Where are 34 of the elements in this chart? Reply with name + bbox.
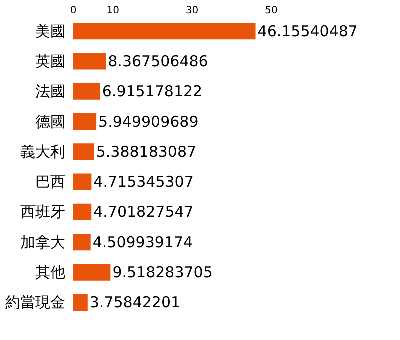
y-tick-label: 其他 (36, 264, 66, 282)
data-label: 8.367506486 (108, 52, 208, 70)
bar (73, 144, 94, 160)
y-tick-label: 美國 (36, 22, 66, 40)
data-label: 3.75842201 (90, 294, 181, 312)
bar (73, 204, 92, 221)
y-tick-label: 義大利 (20, 142, 66, 161)
data-label: 4.701827547 (94, 203, 194, 222)
y-tick-label: 英國 (36, 52, 66, 70)
y-tick-label: 法國 (36, 82, 66, 101)
data-label: 5.388183087 (96, 142, 197, 161)
bar (73, 264, 111, 281)
x-tick-label: 30 (186, 6, 199, 16)
bar (73, 83, 100, 100)
y-tick-label: 德國 (36, 112, 66, 131)
y-tick-label: 巴西 (36, 173, 66, 192)
bar (73, 294, 88, 311)
data-label: 4.509939174 (92, 233, 194, 252)
data-label: 5.949909689 (98, 112, 199, 131)
y-tick-label: 西班牙 (20, 203, 66, 222)
x-tick-label: 50 (265, 6, 278, 16)
data-label: 9.518283705 (112, 264, 213, 282)
bar (73, 234, 91, 251)
data-label: 46.15540487 (258, 22, 358, 40)
y-tick-label: 加拿大 (20, 233, 66, 252)
x-tick-label: 0 (70, 6, 77, 16)
bar (73, 174, 92, 190)
data-label: 4.715345307 (94, 173, 194, 192)
bar (73, 113, 97, 130)
bar (73, 53, 106, 70)
data-label: 6.915178122 (102, 82, 203, 101)
y-tick-label: 約當現金 (6, 294, 66, 312)
x-tick-label: 10 (106, 6, 120, 16)
bar (73, 23, 256, 40)
